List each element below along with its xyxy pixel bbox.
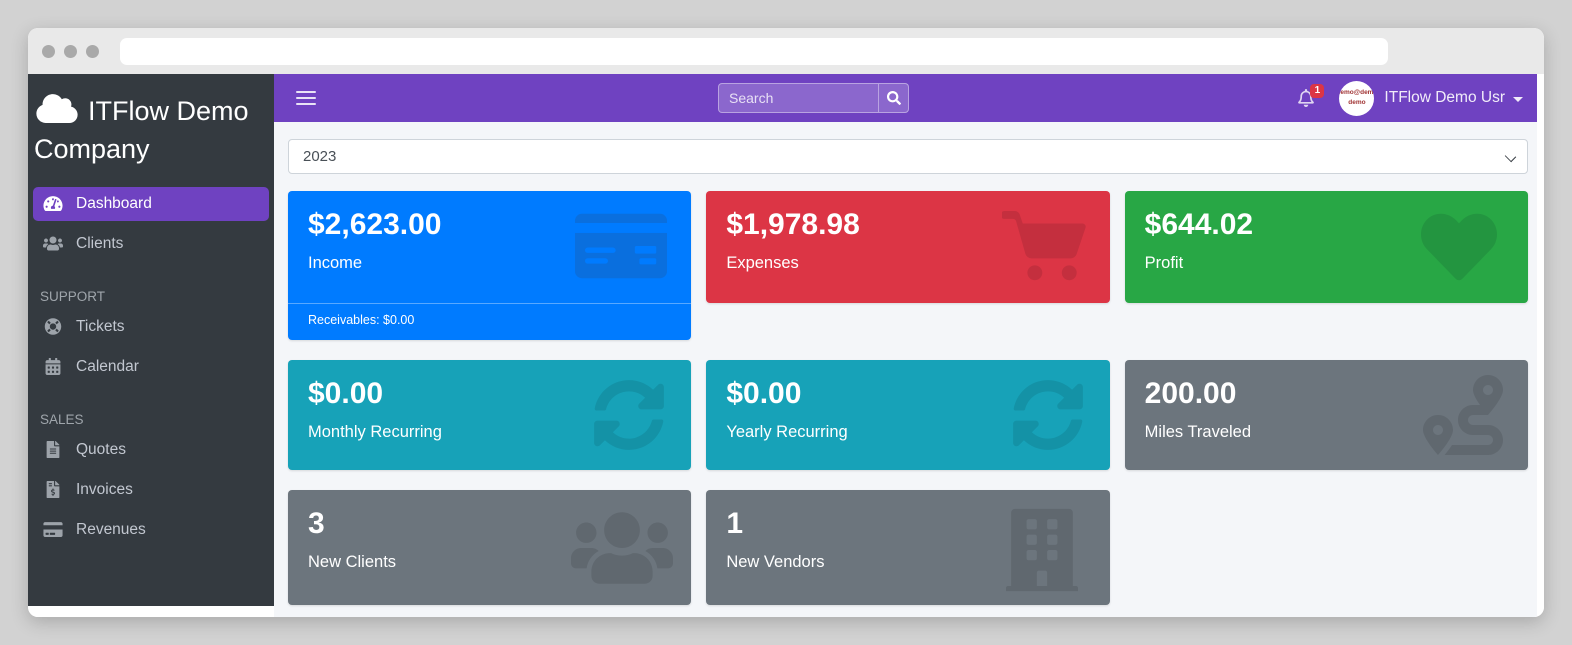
sidebar-item-calendar[interactable]: Calendar: [33, 350, 269, 384]
search-button[interactable]: [878, 83, 909, 113]
miles-traveled-card[interactable]: 200.00 Miles Traveled: [1124, 360, 1528, 470]
sidebar-nav: Dashboard Clients SUPPORT Tickets Calend…: [28, 186, 274, 547]
notifications-button[interactable]: 1: [1297, 84, 1325, 107]
monthly-recurring-label: Monthly Recurring: [308, 423, 442, 441]
window-control-dot[interactable]: [42, 44, 55, 58]
avatar: demo@demo demo: [1339, 80, 1375, 116]
new-vendors-card[interactable]: 1 New Vendors: [706, 490, 1110, 605]
avatar-text: demo: [1348, 99, 1366, 106]
yearly-recurring-value: $0.00: [726, 377, 802, 410]
profit-card[interactable]: $644.02 Profit: [1124, 191, 1528, 303]
sidebar-item-label: Dashboard: [76, 194, 152, 212]
app-shell: ITFlow Demo Company Dashboard Clients SU…: [28, 74, 1544, 617]
browser-window: ITFlow Demo Company Dashboard Clients SU…: [28, 28, 1544, 617]
route-icon: [1423, 375, 1503, 455]
window-control-dot[interactable]: [64, 44, 77, 58]
notification-badge: 1: [1310, 84, 1325, 98]
building-icon: [1005, 508, 1078, 591]
card-body: $0.00 Monthly Recurring: [288, 360, 691, 470]
bell-icon: [1298, 89, 1315, 107]
expenses-label: Expenses: [726, 254, 799, 272]
search-icon: [886, 91, 901, 105]
file-alt-icon: [46, 441, 60, 459]
sidebar: ITFlow Demo Company Dashboard Clients SU…: [28, 74, 274, 606]
year-select[interactable]: 2023: [288, 139, 1528, 174]
caret-down-icon: [1513, 96, 1523, 102]
card-body: 3 New Clients: [288, 490, 691, 605]
monthly-recurring-card[interactable]: $0.00 Monthly Recurring: [288, 360, 692, 470]
year-select-wrap: 2023: [288, 139, 1528, 174]
user-menu[interactable]: demo@demo demo ITFlow Demo Usr: [1339, 80, 1523, 116]
new-clients-value: 3: [308, 507, 325, 540]
profit-label: Profit: [1144, 254, 1184, 272]
calendar-icon: [45, 358, 61, 376]
sidebar-item-revenues[interactable]: Revenues: [33, 513, 269, 547]
window-controls[interactable]: [42, 44, 99, 58]
avatar-text: demo@demo: [1339, 89, 1374, 97]
cloud-icon: [36, 94, 78, 123]
sidebar-section-sales: SALES: [40, 411, 84, 427]
card-body: 1 New Vendors: [706, 490, 1109, 605]
miles-traveled-label: Miles Traveled: [1144, 423, 1252, 441]
tachometer-icon: [43, 196, 63, 212]
profit-value: $644.02: [1144, 208, 1254, 241]
sidebar-item-label: Revenues: [76, 520, 146, 538]
miles-traveled-value: 200.00: [1144, 377, 1237, 410]
heart-icon: [1420, 213, 1497, 281]
sidebar-section-support: SUPPORT: [40, 288, 106, 304]
yearly-recurring-label: Yearly Recurring: [726, 423, 848, 441]
sidebar-item-label: Invoices: [76, 480, 133, 498]
life-ring-icon: [44, 318, 62, 335]
search-input[interactable]: [718, 83, 878, 113]
sidebar-item-tickets[interactable]: Tickets: [33, 310, 269, 344]
main-area: 1 demo@demo demo ITFlow Demo Usr: [274, 74, 1537, 617]
sidebar-item-label: Quotes: [76, 440, 126, 458]
stat-card-grid: $2,623.00 Income Receiv: [288, 191, 1528, 605]
address-bar[interactable]: [120, 37, 1388, 65]
users-icon: [571, 511, 674, 584]
credit-card-icon: [43, 522, 63, 538]
search-form: [718, 83, 909, 113]
income-label: Income: [308, 254, 363, 272]
card-body: $0.00 Yearly Recurring: [706, 360, 1109, 470]
window-control-dot[interactable]: [86, 44, 99, 58]
card-body: 200.00 Miles Traveled: [1125, 360, 1528, 470]
expenses-value: $1,978.98: [726, 208, 860, 241]
user-name: ITFlow Demo Usr: [1384, 89, 1505, 106]
topbar-right: 1 demo@demo demo ITFlow Demo Usr: [1297, 80, 1523, 116]
sidebar-item-label: Tickets: [76, 317, 125, 335]
expenses-card[interactable]: $1,978.98 Expenses: [706, 191, 1110, 303]
sidebar-item-clients[interactable]: Clients: [33, 227, 269, 261]
new-clients-card[interactable]: 3 New Clients: [288, 490, 692, 605]
sidebar-item-label: Clients: [76, 234, 124, 252]
file-invoice-dollar-icon: [46, 481, 60, 499]
new-vendors-label: New Vendors: [726, 553, 825, 571]
users-icon: [43, 236, 63, 251]
card-body: $644.02 Profit: [1125, 191, 1528, 303]
menu-toggle-button[interactable]: [296, 90, 316, 106]
browser-titlebar: [28, 28, 1544, 74]
card-body: $2,623.00 Income: [288, 191, 691, 303]
sidebar-item-dashboard[interactable]: Dashboard: [33, 186, 269, 221]
brand[interactable]: ITFlow Demo Company: [28, 80, 274, 177]
yearly-recurring-card[interactable]: $0.00 Yearly Recurring: [706, 360, 1110, 470]
new-vendors-value: 1: [726, 507, 744, 540]
shopping-cart-icon: [1001, 211, 1086, 281]
new-clients-label: New Clients: [308, 553, 397, 571]
sidebar-item-invoices[interactable]: Invoices: [33, 473, 269, 507]
income-card[interactable]: $2,623.00 Income Receiv: [288, 191, 692, 340]
card-body: $1,978.98 Expenses: [706, 191, 1109, 303]
dashboard-content: 2023 $2,623.00 Income: [274, 122, 1537, 617]
sidebar-item-label: Calendar: [76, 357, 139, 375]
credit-card-icon: [575, 213, 668, 279]
income-receivables: Receivables: $0.00: [288, 303, 692, 340]
topbar: 1 demo@demo demo ITFlow Demo Usr: [274, 74, 1537, 122]
sync-icon: [594, 380, 665, 450]
brand-label: ITFlow Demo Company: [34, 96, 249, 165]
income-value: $2,623.00: [308, 208, 442, 241]
sidebar-item-quotes[interactable]: Quotes: [33, 433, 269, 467]
monthly-recurring-value: $0.00: [308, 377, 384, 410]
sync-icon: [1012, 380, 1083, 450]
